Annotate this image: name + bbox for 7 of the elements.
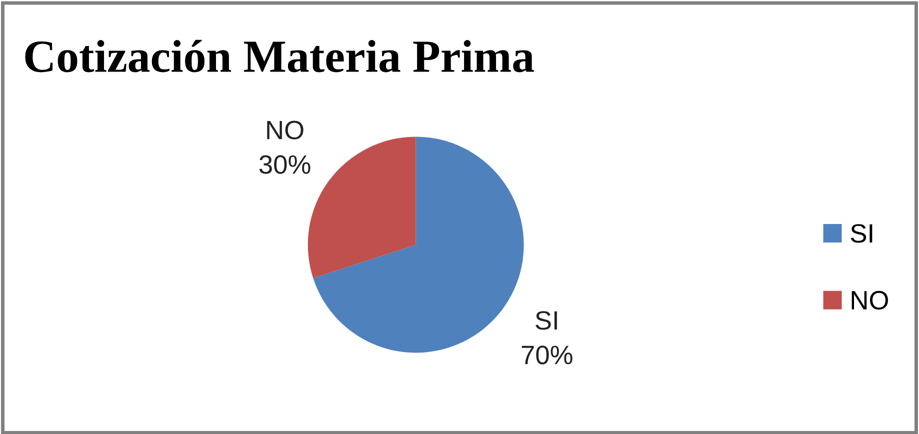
data-label: 30% (259, 155, 310, 174)
slice-label: NO (267, 120, 304, 140)
slice-label: SI (536, 311, 557, 330)
legend-label: SI (850, 224, 872, 243)
chart-title: Cotización Materia Prima (25, 40, 534, 72)
data-label: 70% (522, 346, 572, 364)
legend-label: NO (852, 290, 888, 310)
